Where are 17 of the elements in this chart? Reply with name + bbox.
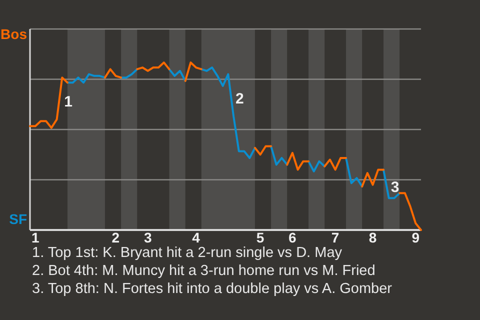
text: 1. Top 1st: K. Bryant hit a 2-run single vs D. May [32,244,344,262]
x-tick-label: 7 [331,229,340,246]
x-tick-label: 1 [31,229,40,246]
x-tick-label: 9 [412,229,420,246]
x-tick-label: 2 [112,229,120,246]
annotation: 1 [64,94,72,111]
text: 3. Top 8th: N. Fortes hit into a double play vs A. Gomber [32,280,392,298]
x-tick-label: 4 [192,229,200,246]
x-tick-label: 8 [368,229,377,246]
text: 2. Bot 4th: M. Muncy hit a 3-run home run vs M. Fried [32,262,376,280]
annotation: 2 [236,90,244,108]
text: SF [9,210,28,227]
x-tick-label: 6 [288,229,297,246]
x-tick-label: 5 [256,229,264,246]
text: Bos [0,26,28,42]
x-tick-label: 3 [144,229,152,246]
annotation: 3 [390,179,400,196]
